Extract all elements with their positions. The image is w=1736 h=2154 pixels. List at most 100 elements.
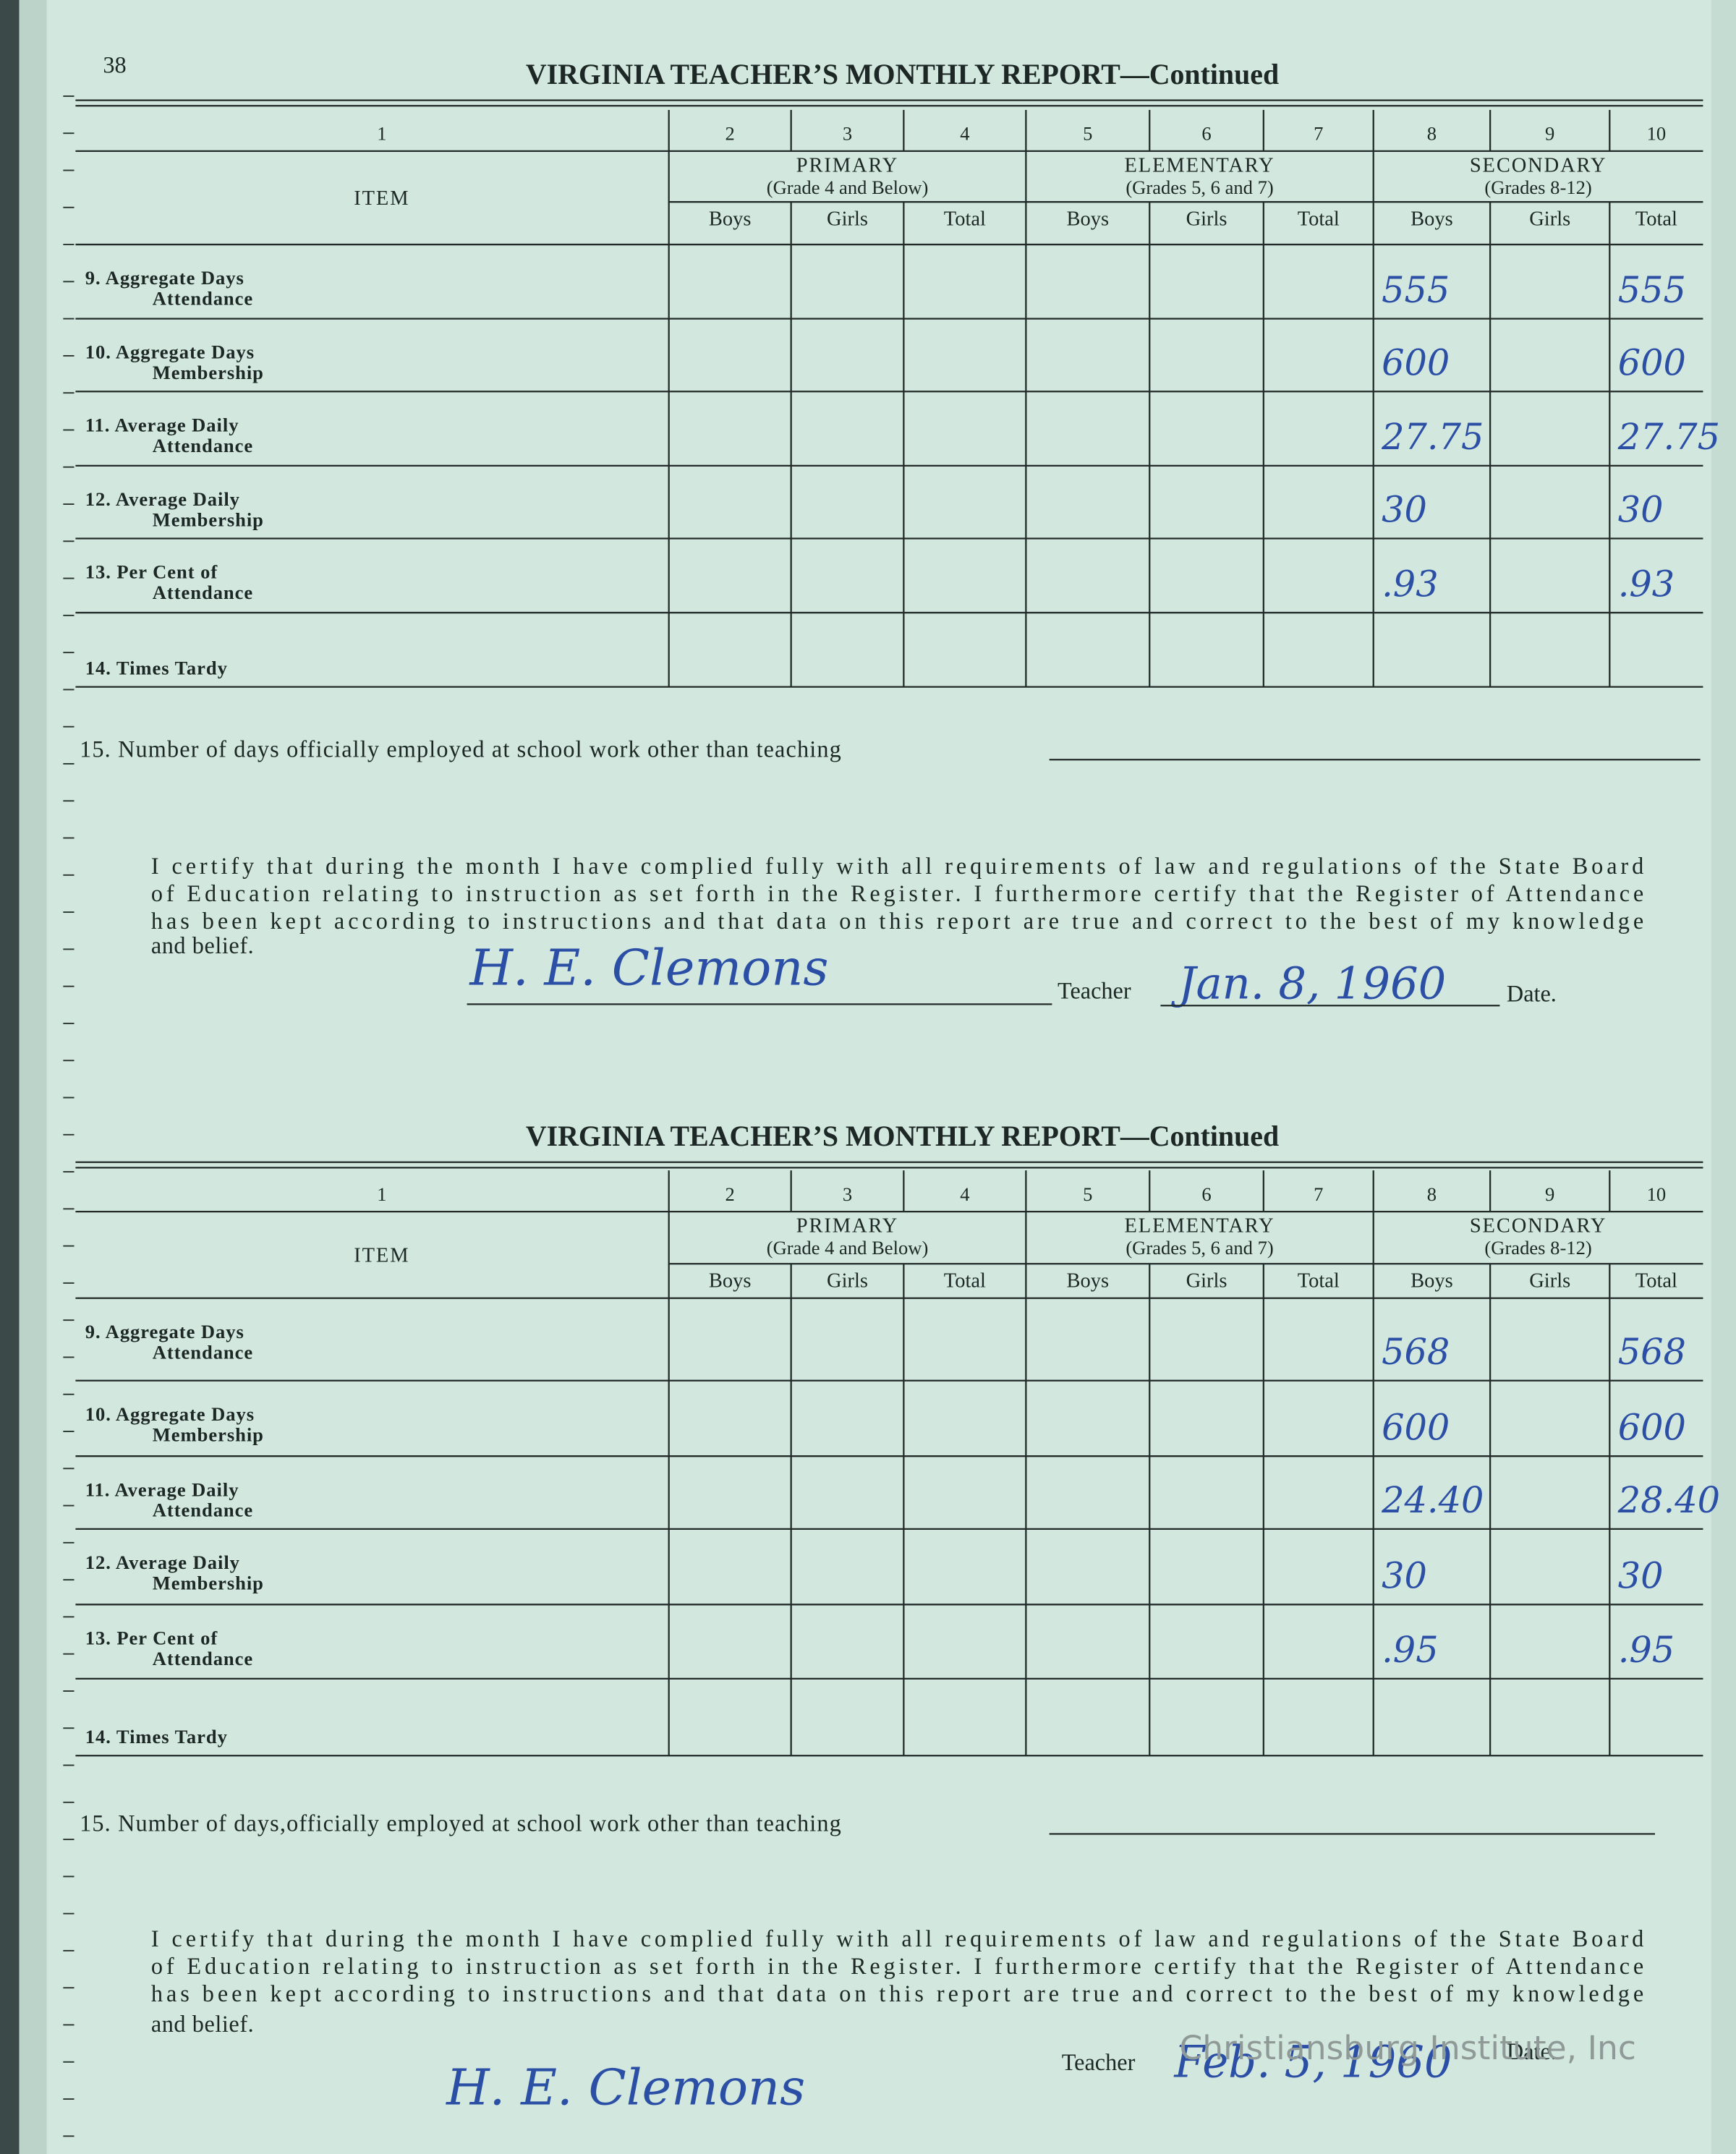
column-header: Girls [1529, 1270, 1570, 1293]
signature: H. E. Clemons [468, 940, 828, 997]
column-header: Girls [827, 208, 868, 230]
secondary-boys: 24.40 [1381, 1479, 1484, 1521]
column-number: 5 [1083, 1183, 1092, 1205]
secondary-boys: 568 [1382, 1331, 1450, 1373]
column-header: Total [1635, 1270, 1677, 1293]
column-header: Boys [1410, 208, 1453, 230]
group-name: SECONDARY [1470, 154, 1607, 176]
column-header: Total [944, 1270, 986, 1293]
column-header: Total [944, 208, 986, 230]
secondary-boys: 600 [1382, 1406, 1450, 1448]
item-label: Membership [153, 1423, 264, 1445]
report-title: VIRGINIA TEACHER’S MONTHLY REPORT—Contin… [526, 1120, 1279, 1152]
column-header: Boys [1410, 1270, 1453, 1293]
line-15: 15. Number of days,officially employed a… [80, 1810, 842, 1836]
item-label: 14. Times Tardy [85, 1726, 228, 1748]
column-number: 3 [843, 123, 852, 145]
group-name: SECONDARY [1470, 1215, 1607, 1238]
column-number: 7 [1314, 1183, 1323, 1205]
item-label: 11. Average Daily [85, 414, 239, 435]
item-label: 9. Aggregate Days [85, 267, 244, 289]
secondary-boys: 27.75 [1381, 416, 1484, 458]
secondary-boys: 600 [1382, 341, 1450, 383]
certification-line: and belief. [151, 932, 254, 958]
secondary-total: 600 [1618, 1406, 1686, 1448]
column-number: 6 [1201, 1183, 1211, 1205]
column-header: Total [1298, 208, 1340, 230]
item-label: Membership [153, 508, 264, 530]
secondary-total: 30 [1618, 1555, 1664, 1597]
item-label: 12. Average Daily [85, 488, 240, 510]
column-header: Girls [827, 1270, 868, 1293]
column-header: Boys [1067, 1270, 1110, 1293]
column-header: Total [1635, 208, 1677, 230]
column-number: 9 [1545, 1183, 1554, 1205]
watermark: Christiansburg Institute, Inc [1179, 2029, 1635, 2067]
column-header: Boys [709, 208, 752, 230]
report-title: VIRGINIA TEACHER’S MONTHLY REPORT—Contin… [526, 58, 1279, 90]
column-number: 1 [377, 1183, 386, 1205]
secondary-boys: 555 [1382, 269, 1450, 311]
column-header: Girls [1186, 1270, 1227, 1293]
secondary-total: 27.75 [1617, 416, 1720, 458]
column-number: 9 [1545, 123, 1554, 145]
column-header: Girls [1186, 208, 1227, 230]
column-number: 8 [1427, 123, 1437, 145]
item-label: 10. Aggregate Days [85, 1403, 255, 1425]
secondary-total: .95 [1618, 1629, 1675, 1671]
item-label: 13. Per Cent of [85, 561, 218, 583]
secondary-boys: 30 [1382, 1555, 1427, 1597]
page-number: 38 [103, 52, 126, 78]
item-label: Attendance [153, 288, 253, 310]
item-label: Attendance [153, 582, 253, 603]
group-note: (Grades 8-12) [1484, 1237, 1591, 1259]
secondary-boys: .93 [1382, 563, 1438, 605]
group-note: (Grade 4 and Below) [767, 176, 929, 198]
column-number: 10 [1647, 123, 1667, 145]
column-header: Boys [709, 1270, 752, 1293]
column-number: 6 [1201, 123, 1211, 145]
item-label: Attendance [153, 1499, 253, 1521]
group-name: PRIMARY [796, 154, 898, 176]
column-number: 4 [960, 1183, 969, 1205]
secondary-total: .93 [1618, 563, 1675, 605]
secondary-boys: .95 [1382, 1629, 1438, 1671]
signature: H. E. Clemons [445, 2060, 805, 2117]
date: Jan. 8, 1960 [1170, 959, 1446, 1010]
certification-line: I certify that during the month I have c… [151, 853, 1644, 879]
line-15: 15. Number of days officially employed a… [80, 736, 842, 762]
certification-line: I certify that during the month I have c… [151, 1925, 1644, 1951]
column-number: 1 [377, 123, 386, 145]
column-number: 10 [1647, 1183, 1667, 1205]
item-label: 12. Average Daily [85, 1551, 240, 1573]
secondary-total: 600 [1618, 341, 1686, 383]
column-number: 2 [726, 1183, 735, 1205]
group-note: (Grades 8-12) [1484, 176, 1591, 198]
teacher-label: Teacher [1062, 2049, 1136, 2075]
group-note: (Grades 5, 6 and 7) [1126, 1237, 1273, 1259]
group-note: (Grade 4 and Below) [767, 1237, 929, 1259]
item-label: Attendance [153, 435, 253, 456]
secondary-total: 30 [1618, 489, 1664, 531]
item-label: Attendance [153, 1341, 253, 1363]
group-note: (Grades 5, 6 and 7) [1126, 176, 1273, 198]
date-label: Date. [1507, 2038, 1557, 2064]
group-name: ELEMENTARY [1125, 1215, 1275, 1238]
item-label: 10. Aggregate Days [85, 341, 255, 363]
date-label: Date. [1507, 981, 1557, 1007]
secondary-total: 555 [1618, 269, 1686, 311]
item-label: 9. Aggregate Days [85, 1321, 244, 1342]
secondary-total: 568 [1618, 1331, 1686, 1373]
group-name: PRIMARY [796, 1215, 898, 1238]
item-label: 13. Per Cent of [85, 1627, 218, 1648]
secondary-total: 28.40 [1617, 1479, 1720, 1521]
date: Feb. 5, 1960 [1173, 2038, 1452, 2088]
column-number: 3 [843, 1183, 852, 1205]
page-edge [19, 0, 47, 2154]
item-label: 11. Average Daily [85, 1478, 239, 1500]
column-header: Boys [1067, 208, 1110, 230]
right-edge [1711, 0, 1736, 2154]
